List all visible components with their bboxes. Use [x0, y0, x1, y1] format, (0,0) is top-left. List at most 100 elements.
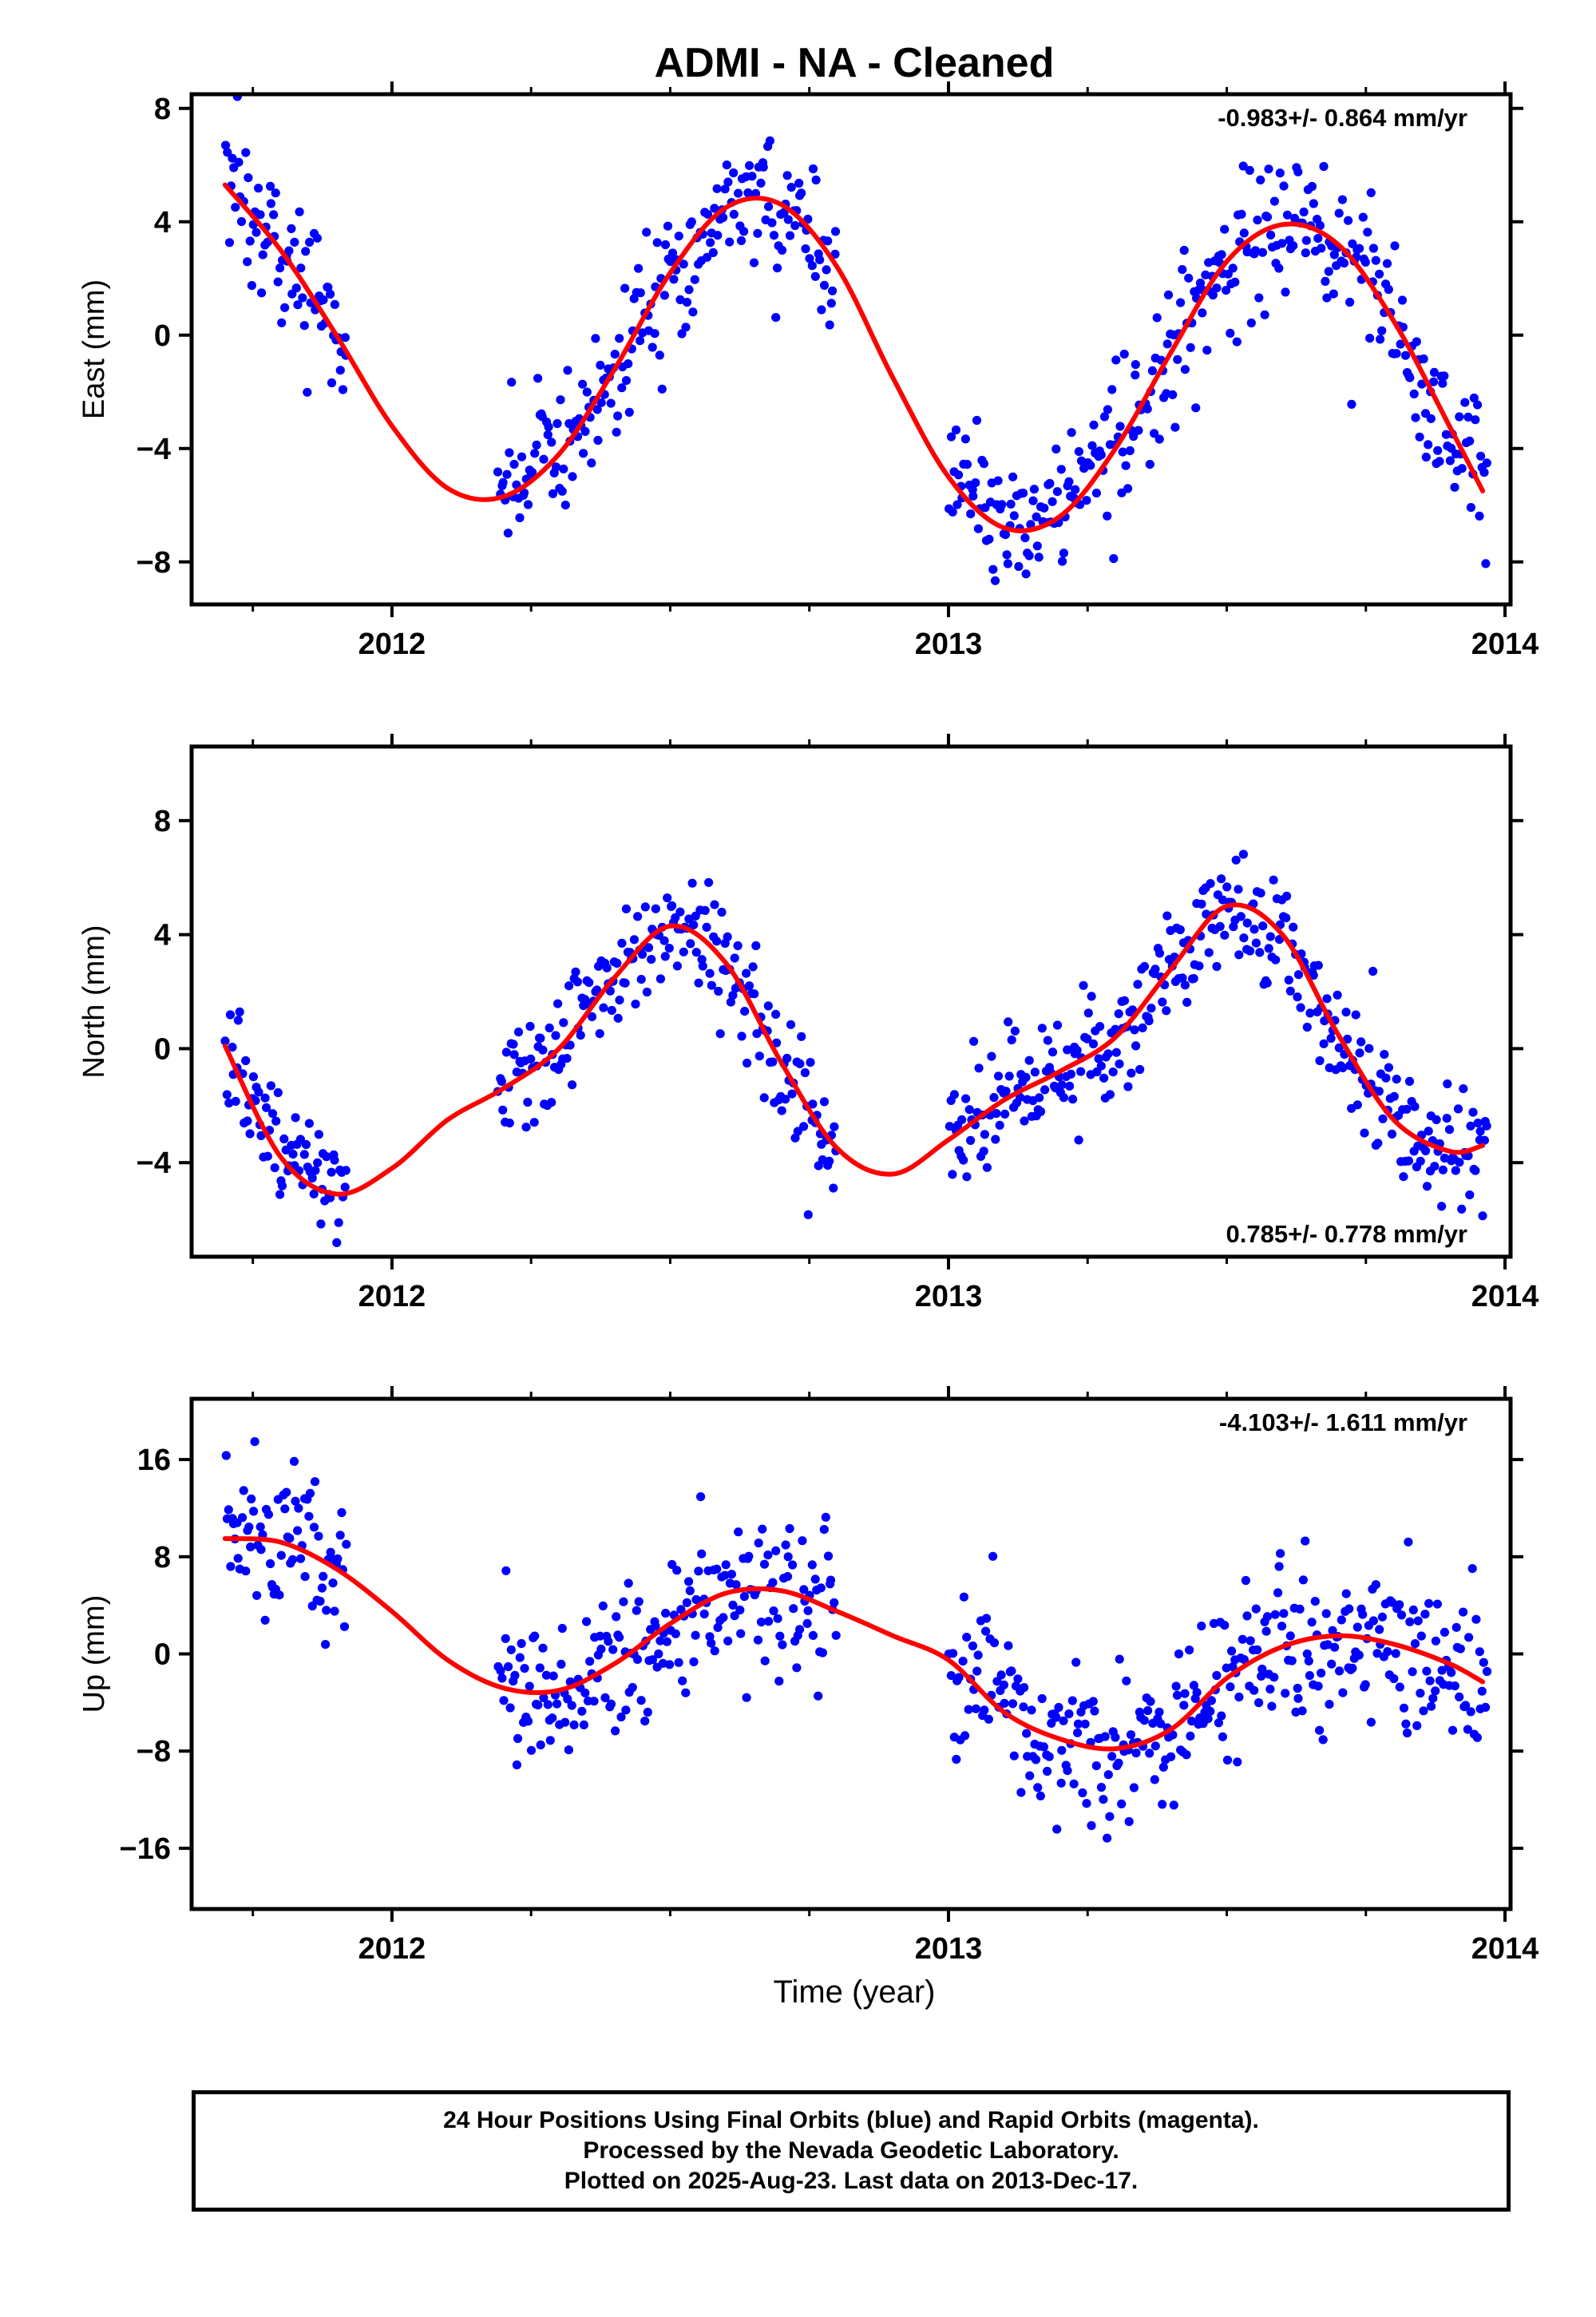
east-point — [1217, 250, 1226, 259]
up-point — [1313, 1681, 1323, 1691]
up-point — [1096, 1783, 1107, 1792]
up-point — [567, 1701, 576, 1710]
up-point — [768, 1578, 778, 1587]
east-point — [323, 283, 333, 292]
up-point — [596, 1644, 606, 1654]
north-point — [613, 1013, 623, 1023]
east-point — [1198, 308, 1207, 318]
east-point — [652, 238, 662, 248]
east-point — [830, 227, 841, 236]
up-point — [802, 1618, 812, 1628]
east-point — [578, 379, 588, 389]
north-point — [1381, 1073, 1391, 1083]
north-point — [330, 1155, 339, 1165]
up-point — [255, 1522, 265, 1531]
east-point — [783, 215, 793, 224]
east-point — [951, 425, 961, 435]
up-point — [543, 1700, 552, 1709]
up-point — [285, 1534, 295, 1543]
north-point — [327, 1167, 336, 1177]
east-point — [1476, 451, 1486, 461]
up-point — [1179, 1701, 1189, 1710]
east-point — [966, 509, 976, 519]
up-point — [506, 1645, 516, 1654]
east-point — [547, 438, 556, 447]
up-point — [803, 1606, 813, 1615]
north-point — [1364, 1044, 1374, 1053]
east-point — [1029, 485, 1039, 494]
north-point — [564, 981, 574, 991]
up-point — [1368, 1616, 1378, 1626]
up-point — [742, 1693, 751, 1702]
east-point — [1232, 337, 1242, 347]
up-point — [980, 1705, 989, 1715]
up-point — [612, 1612, 621, 1622]
east-point — [1006, 499, 1016, 509]
east-point — [739, 227, 749, 236]
up-point — [634, 1597, 644, 1606]
north-data-points — [220, 850, 1491, 1247]
up-point — [1298, 1575, 1308, 1585]
north-point — [733, 941, 743, 951]
east-point — [722, 160, 732, 170]
north-point — [1083, 1008, 1093, 1018]
up-point — [1242, 1611, 1252, 1621]
east-point — [1000, 530, 1010, 540]
up-point — [1031, 1755, 1041, 1764]
north-point — [1424, 1127, 1433, 1136]
up-point — [1360, 1680, 1370, 1689]
up-point — [640, 1717, 650, 1726]
east-point — [1121, 461, 1131, 470]
east-point — [1201, 270, 1210, 279]
north-point — [595, 1029, 604, 1039]
north-point — [498, 1105, 508, 1115]
east-point — [972, 415, 982, 426]
up-point — [1372, 1649, 1382, 1658]
east-point — [1293, 167, 1303, 176]
up-point — [632, 1654, 643, 1664]
up-point — [333, 1554, 343, 1563]
up-point — [655, 1636, 665, 1646]
up-point — [239, 1486, 248, 1495]
north-point — [1471, 1166, 1480, 1175]
up-point — [569, 1720, 579, 1729]
east-point — [251, 228, 261, 237]
up-point — [263, 1510, 273, 1519]
up-point — [1420, 1610, 1430, 1619]
up-point — [1471, 1614, 1481, 1624]
north-point — [1234, 885, 1243, 894]
up-point — [525, 1681, 534, 1691]
north-point — [1404, 1076, 1415, 1086]
up-point — [778, 1640, 787, 1650]
y-tick-label: 8 — [154, 1541, 171, 1574]
up-point — [1168, 1730, 1178, 1740]
up-point — [564, 1745, 574, 1755]
north-point — [1392, 1075, 1401, 1084]
east-point — [319, 295, 328, 305]
up-point — [1366, 1717, 1376, 1727]
east-point — [277, 318, 287, 327]
up-point — [744, 1551, 754, 1561]
east-point — [1058, 556, 1067, 566]
east-point — [1131, 360, 1140, 370]
east-point — [1411, 413, 1420, 422]
east-point — [1059, 549, 1068, 558]
east-point — [245, 236, 255, 246]
y-tick-label: −16 — [120, 1832, 171, 1866]
up-point — [981, 1626, 991, 1636]
up-point — [589, 1697, 599, 1706]
east-point — [753, 228, 762, 238]
north-point — [633, 912, 643, 921]
up-point — [731, 1580, 741, 1590]
up-point — [580, 1688, 590, 1697]
up-point — [1122, 1676, 1131, 1685]
east-point — [1168, 390, 1178, 399]
east-point — [1400, 351, 1411, 360]
east-point — [790, 220, 800, 231]
up-point — [1475, 1647, 1484, 1657]
east-point — [556, 395, 565, 405]
north-point — [1334, 1043, 1344, 1052]
north-point — [1139, 961, 1150, 972]
east-point — [1275, 168, 1285, 178]
east-point — [723, 177, 733, 187]
